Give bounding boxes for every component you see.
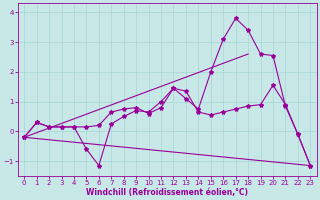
X-axis label: Windchill (Refroidissement éolien,°C): Windchill (Refroidissement éolien,°C) [86,188,248,197]
